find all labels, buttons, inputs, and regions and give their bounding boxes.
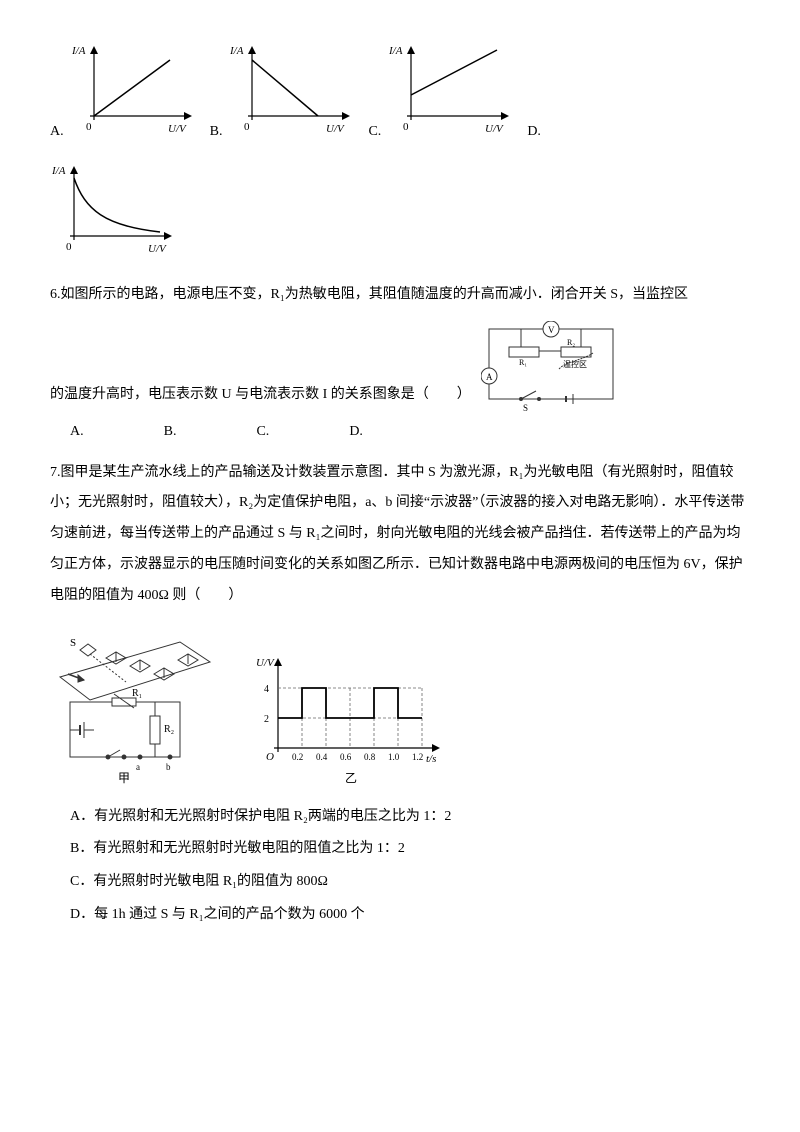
svg-text:A: A <box>486 372 493 382</box>
svg-text:I/A: I/A <box>51 165 66 177</box>
q7-ans-c: C．有光照射时光敏电阻 R₁的阻值为 800Ω <box>70 867 750 898</box>
q5-graphs-row-2: I/A 0 U/V <box>50 160 750 270</box>
svg-text:V: V <box>548 325 555 335</box>
q6-circuit-diagram: V R₁ R₂ 温控区 A S <box>481 321 621 411</box>
q7-answers: A．有光照射和无光照射时保护电阻 R₂两端的电压之比为 1：2 B．有光照射和无… <box>50 802 750 931</box>
q6-opt-c: C. <box>256 417 269 448</box>
q6-line2: 的温度升高时，电压表示数 U 与电流表示数 I 的关系图象是（ ） <box>50 380 471 411</box>
svg-text:O: O <box>266 751 274 763</box>
graph-c: I/A 0 U/V <box>387 40 517 150</box>
svg-text:U/V: U/V <box>326 123 345 135</box>
svg-text:R₁: R₁ <box>132 688 142 699</box>
svg-text:S: S <box>523 403 528 411</box>
svg-text:U/V: U/V <box>148 243 167 255</box>
svg-text:甲: 甲 <box>118 771 130 785</box>
svg-text:0.4: 0.4 <box>316 752 328 762</box>
q5-graphs-row-1: A. I/A 0 U/V B. I/A 0 U/V C. <box>50 40 750 150</box>
svg-text:I/A: I/A <box>71 45 86 57</box>
svg-text:R₁: R₁ <box>519 358 527 367</box>
q7-paragraph: 7.图甲是某生产流水线上的产品输送及计数装置示意图．其中 S 为激光源，R₁为光… <box>50 458 750 612</box>
q6-line1: 6.如图所示的电路，电源电压不变，R₁为热敏电阻，其阻值随温度的升高而减小．闭合… <box>50 280 750 311</box>
svg-text:0.8: 0.8 <box>364 752 376 762</box>
svg-text:U/V: U/V <box>168 123 187 135</box>
q5-option-c: C. I/A 0 U/V <box>368 40 517 150</box>
q6-opt-d: D. <box>349 417 363 448</box>
graph-d: I/A 0 U/V <box>50 160 180 270</box>
svg-text:R₂: R₂ <box>567 338 575 347</box>
q7-ans-a: A．有光照射和无光照射时保护电阻 R₂两端的电压之比为 1：2 <box>70 802 750 833</box>
q6-options: A. B. C. D. <box>50 417 750 448</box>
svg-text:I/A: I/A <box>388 45 403 57</box>
svg-text:0.6: 0.6 <box>340 752 352 762</box>
q7-diagram-jia: S R₁ R₂ a b 甲 <box>50 622 220 792</box>
svg-text:2: 2 <box>264 714 269 725</box>
q6-opt-b: B. <box>164 417 177 448</box>
svg-text:0: 0 <box>403 121 409 133</box>
svg-text:a: a <box>136 762 140 772</box>
q5-option-a: A. I/A 0 U/V <box>50 40 200 150</box>
svg-text:U/V: U/V <box>256 657 275 669</box>
svg-text:U/V: U/V <box>485 123 504 135</box>
svg-text:0: 0 <box>86 121 92 133</box>
q5-label-d: D. <box>527 117 541 150</box>
q5-label-a: A. <box>50 117 64 150</box>
q5-option-b: B. I/A 0 U/V <box>210 40 359 150</box>
svg-text:t/s: t/s <box>426 753 436 765</box>
q6-opt-a: A. <box>70 417 84 448</box>
svg-text:4: 4 <box>264 684 269 695</box>
svg-text:R₂: R₂ <box>164 724 174 735</box>
svg-text:1.0: 1.0 <box>388 752 400 762</box>
q7-diagram-yi: U/V t/s O 2 4 0.2 0.4 0.6 0.8 1.0 1.2 乙 <box>250 652 450 792</box>
q5-label-c: C. <box>368 117 381 150</box>
svg-text:0: 0 <box>66 241 72 253</box>
svg-text:1.2: 1.2 <box>412 752 423 762</box>
q7-ans-d: D．每 1h 通过 S 与 R₁之间的产品个数为 6000 个 <box>70 900 750 931</box>
svg-text:乙: 乙 <box>345 771 357 785</box>
svg-text:0.2: 0.2 <box>292 752 303 762</box>
svg-text:b: b <box>166 762 171 772</box>
q5-option-d: D. <box>527 117 547 150</box>
q7-figure-row: S R₁ R₂ a b 甲 <box>50 622 750 792</box>
q5-label-b: B. <box>210 117 223 150</box>
graph-a: I/A 0 U/V <box>70 40 200 150</box>
q7-ans-b: B．有光照射和无光照射时光敏电阻的阻值之比为 1：2 <box>70 834 750 865</box>
graph-b: I/A 0 U/V <box>228 40 358 150</box>
svg-text:I/A: I/A <box>229 45 244 57</box>
svg-text:S: S <box>70 637 76 649</box>
svg-text:0: 0 <box>244 121 250 133</box>
